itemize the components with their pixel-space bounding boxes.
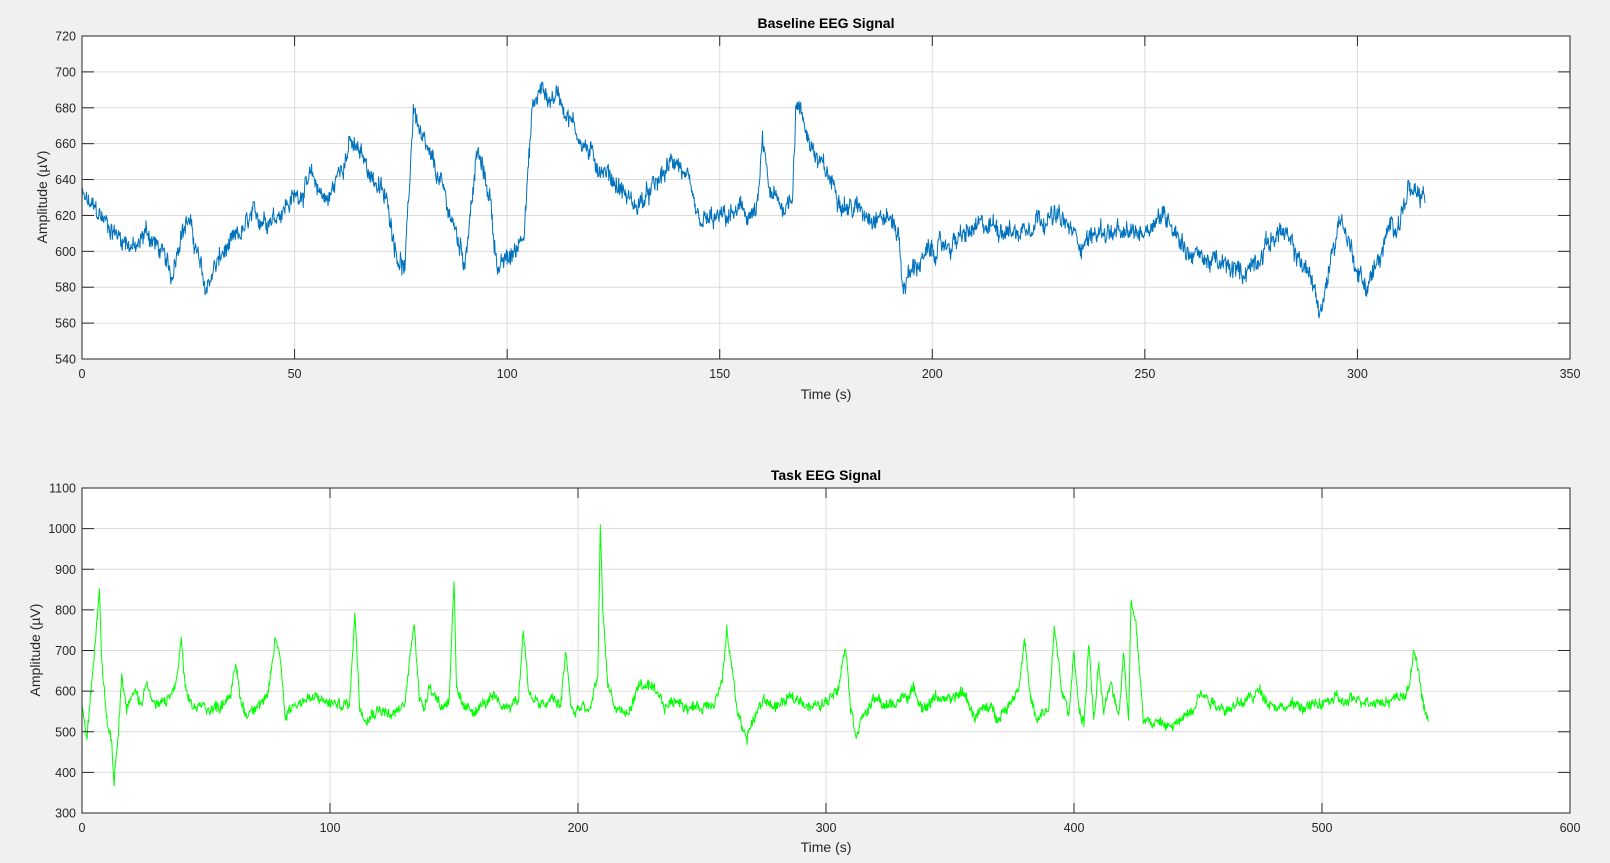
baseline-y-axis-label: Amplitude (µV) (34, 151, 50, 244)
task-x-axis-label: Time (s) (801, 839, 852, 855)
baseline-x-tick-label: 200 (922, 367, 943, 381)
baseline-series-group (81, 81, 1426, 319)
baseline-y-tick-label: 620 (55, 209, 76, 223)
task-y-tick-label: 700 (55, 644, 76, 658)
task-y-axis-label: Amplitude (µV) (27, 604, 43, 697)
baseline-y-tick-label: 720 (55, 30, 76, 44)
task-y-tick-label: 300 (55, 807, 76, 821)
task-y-tick-label: 900 (55, 563, 76, 577)
task-y-tick-label: 1000 (48, 522, 76, 536)
baseline-x-tick-label: 350 (1560, 367, 1581, 381)
baseline-axes-frame (81, 35, 1571, 360)
task-x-tick-label: 600 (1560, 821, 1581, 835)
baseline-plot-area (82, 36, 1570, 359)
task-ticks: 0 100 200 300 400 500 600 300 400 500 600 700 800 900… (48, 482, 1580, 836)
task-series-line-0 (81, 524, 1430, 787)
baseline-y-tick-label: 700 (55, 65, 76, 79)
task-x-tick-label: 500 (1312, 821, 1333, 835)
baseline-y-tick-label: 680 (55, 101, 76, 115)
task-x-tick-label: 300 (816, 821, 837, 835)
task-chart-title: Task EEG Signal (771, 467, 881, 483)
task-y-tick-label: 600 (55, 685, 76, 699)
baseline-y-tick-label: 660 (55, 137, 76, 151)
baseline-x-tick-label: 0 (79, 367, 86, 381)
baseline-y-tick-label: 540 (55, 353, 76, 367)
task-x-tick-label: 200 (568, 821, 589, 835)
task-series-group (81, 524, 1430, 787)
task-eeg-axes: 0 100 200 300 400 500 600 300 400 500 600 700 800 900… (27, 467, 1580, 855)
baseline-x-tick-label: 100 (497, 367, 518, 381)
baseline-x-tick-label: 50 (288, 367, 302, 381)
baseline-ticks: 0 50 100 150 200 250 300 350 540 560 580 600 620 640 6… (55, 30, 1580, 382)
baseline-eeg-axes: 0 50 100 150 200 250 300 350 540 560 580 600 620 640 6… (34, 15, 1580, 402)
task-y-tick-label: 500 (55, 725, 76, 739)
task-x-tick-label: 400 (1064, 821, 1085, 835)
baseline-x-tick-label: 150 (709, 367, 730, 381)
baseline-x-axis-label: Time (s) (801, 386, 852, 402)
baseline-x-tick-label: 300 (1347, 367, 1368, 381)
baseline-chart-title: Baseline EEG Signal (758, 15, 895, 31)
baseline-y-tick-label: 600 (55, 245, 76, 259)
baseline-y-tick-label: 640 (55, 173, 76, 187)
baseline-x-tick-label: 250 (1134, 367, 1155, 381)
baseline-y-tick-label: 580 (55, 281, 76, 295)
task-x-tick-label: 100 (320, 821, 341, 835)
baseline-series-line-0 (81, 81, 1426, 319)
task-y-tick-label: 1100 (49, 482, 76, 496)
task-y-tick-label: 400 (55, 766, 76, 780)
task-y-tick-label: 800 (55, 603, 76, 617)
baseline-y-tick-label: 560 (55, 317, 76, 331)
task-x-tick-label: 0 (79, 821, 86, 835)
